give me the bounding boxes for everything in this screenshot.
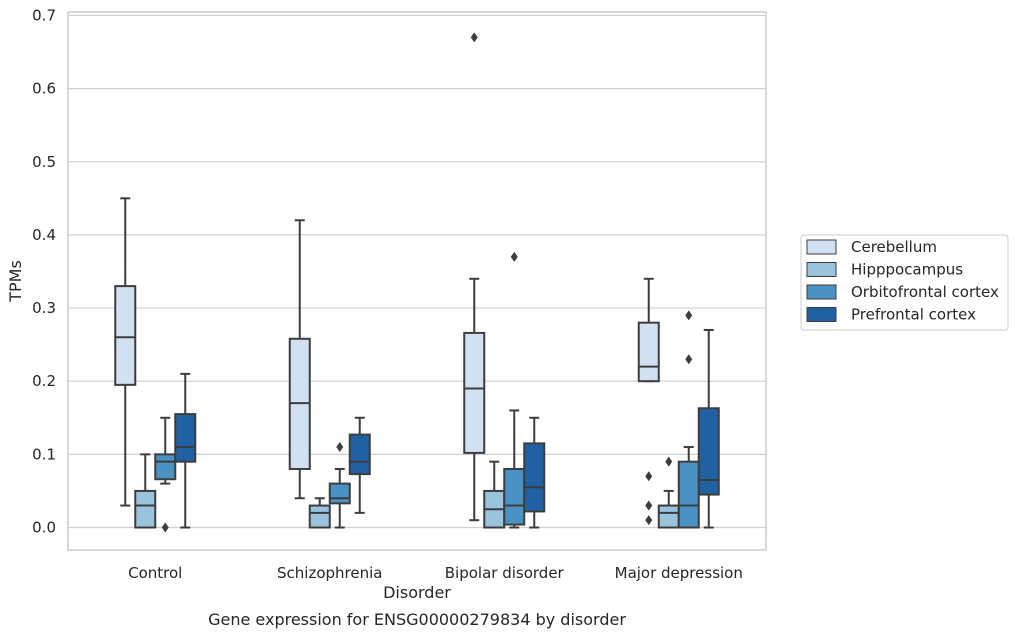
x-tick-label: Control (128, 564, 182, 582)
plot-frame (67, 11, 767, 551)
chart-caption: Gene expression for ENSG00000279834 by d… (208, 610, 626, 629)
box-2-1 (134, 453, 157, 529)
boxes (114, 32, 720, 533)
box-1-4 (637, 277, 660, 526)
box-body (134, 489, 157, 529)
outlier-point (645, 500, 653, 511)
box-1-3 (463, 32, 486, 522)
box-body (174, 413, 197, 463)
outlier-point (685, 310, 693, 321)
box-body (328, 482, 351, 505)
y-tick-label: 0.3 (32, 299, 56, 317)
box-3-2 (328, 442, 351, 529)
legend: Cerebellum Hipppocampus Orbitofrontal cort… (800, 234, 1009, 331)
box-1-1 (114, 197, 137, 507)
box-4-4 (697, 328, 720, 529)
x-tick-label: Major depression (615, 564, 743, 582)
box-4-2 (348, 416, 371, 514)
y-tick-label: 0.6 (32, 80, 56, 98)
box-body (114, 285, 137, 386)
box-2-3 (483, 460, 506, 529)
box-3-4 (677, 310, 700, 529)
x-tick-label: Bipolar disorder (445, 564, 565, 582)
outlier-point (510, 251, 518, 262)
box-2-2 (308, 497, 331, 529)
box-4-3 (523, 416, 546, 529)
y-tick-label: 0.5 (32, 153, 56, 171)
legend-label: Prefrontal cortex (851, 306, 976, 324)
y-tick-label: 0.7 (32, 6, 56, 24)
legend-label: Cerebellum (851, 238, 937, 256)
box-body (308, 504, 331, 529)
box-3-1 (154, 416, 177, 533)
outlier-point (645, 515, 653, 526)
x-tick-label: Schizophrenia (277, 564, 382, 582)
outlier-point (161, 522, 169, 533)
outlier-point (665, 456, 673, 467)
legend-item: Hipppocampus (806, 261, 963, 279)
legend-label: Orbitofrontal cortex (851, 283, 999, 301)
grid-lines (68, 14, 766, 529)
legend-item: Cerebellum (806, 238, 937, 256)
y-axis-title: TPMs (6, 260, 25, 303)
outlier-point (645, 471, 653, 482)
box-body (677, 460, 700, 529)
box-body (637, 321, 660, 383)
y-tick-label: 0.2 (32, 372, 56, 390)
legend-swatch (806, 307, 837, 322)
legend-item: Prefrontal cortex (806, 306, 976, 324)
legend-swatch (806, 262, 837, 277)
y-tick-label: 0.1 (32, 445, 56, 463)
box-4-1 (174, 372, 197, 529)
x-axis-title: Disorder (383, 583, 451, 602)
box-body (348, 433, 371, 476)
legend-swatch (806, 239, 837, 255)
box-body (154, 453, 177, 481)
legend-swatch (806, 284, 837, 300)
outlier-point (470, 32, 478, 43)
box-2-4 (657, 456, 680, 529)
box-body (503, 467, 526, 526)
legend-label: Hipppocampus (851, 261, 963, 279)
x-tick-labels: Control Schizophrenia Bipolar disorder Majo… (128, 564, 743, 582)
y-tick-label: 0.0 (32, 519, 56, 537)
box-1-2 (288, 219, 311, 500)
box-body (657, 504, 680, 529)
y-tick-labels: 0.0 0.1 0.2 0.3 0.4 0.5 0.6 0.7 (32, 6, 56, 536)
box-body (523, 442, 546, 513)
legend-item: Orbitofrontal cortex (806, 283, 999, 301)
box-body (463, 331, 486, 454)
outlier-point (685, 354, 693, 365)
legend-frame (800, 234, 1009, 331)
box-3-3 (503, 251, 526, 529)
y-tick-label: 0.4 (32, 226, 56, 244)
box-body (697, 407, 720, 496)
outlier-point (336, 442, 344, 453)
